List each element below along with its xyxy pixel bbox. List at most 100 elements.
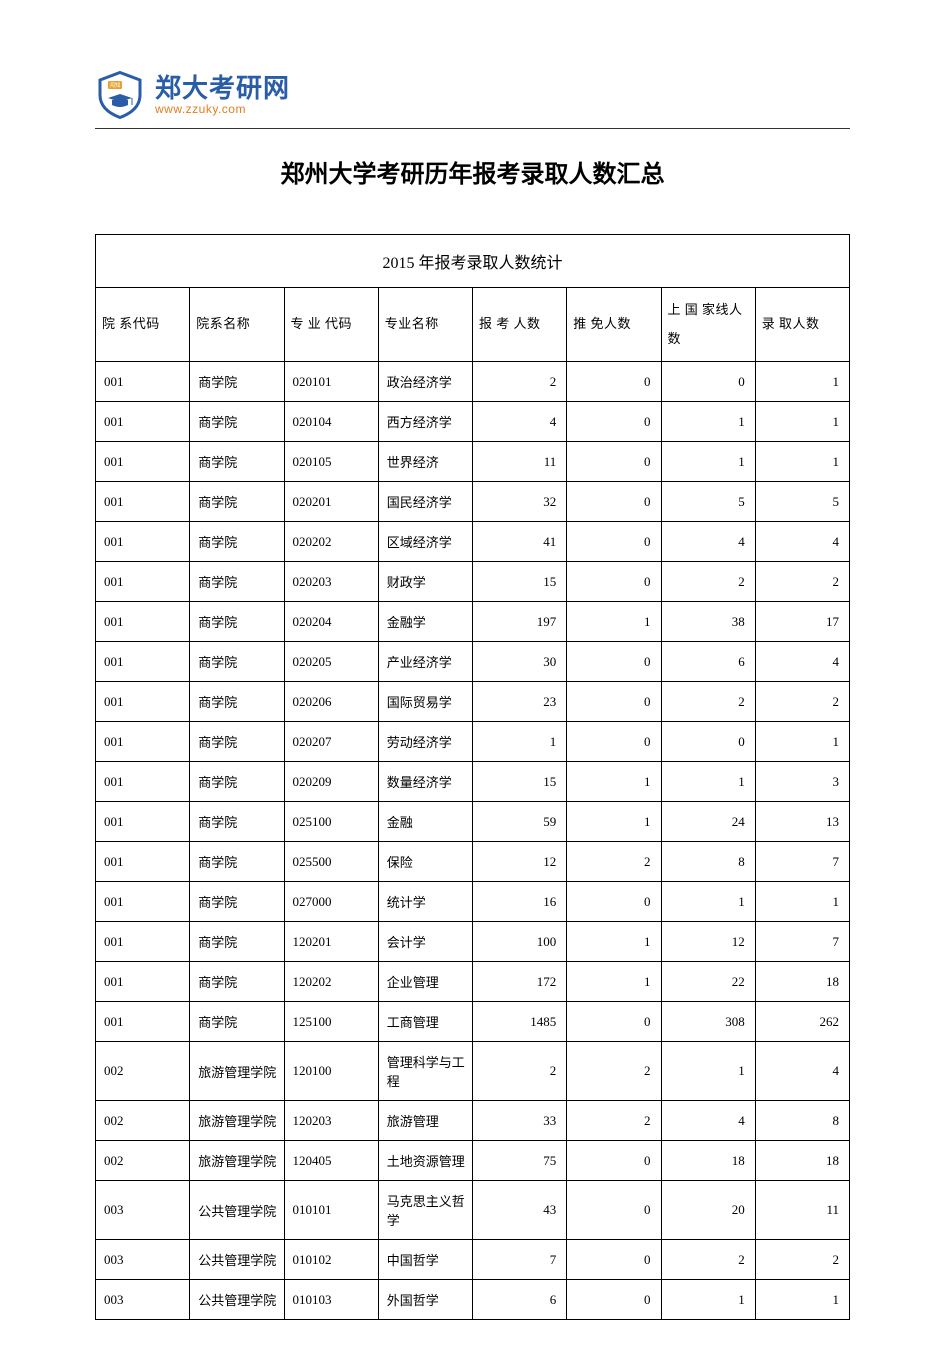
document-page: 鸿知 郑大考研网 www.zzuky.com 郑州大学考研历年报考录取人数汇总 … — [0, 0, 945, 1360]
cell-admitted: 4 — [755, 642, 849, 682]
logo-text-block: 郑大考研网 www.zzuky.com — [155, 74, 290, 117]
cell-admitted: 5 — [755, 482, 849, 522]
cell-admitted: 2 — [755, 682, 849, 722]
cell-major-code: 020104 — [284, 402, 378, 442]
cell-recommended: 0 — [567, 1240, 661, 1280]
col-header-major-name: 专业名称 — [378, 288, 472, 362]
cell-recommended: 0 — [567, 362, 661, 402]
table-row: 001商学院020205产业经济学30064 — [96, 642, 850, 682]
table-header-row: 院 系代码 院系名称 专 业 代码 专业名称 报 考 人数 推 免人数 上 国 … — [96, 288, 850, 362]
cell-admitted: 1 — [755, 722, 849, 762]
cell-national-line: 0 — [661, 362, 755, 402]
cell-recommended: 1 — [567, 762, 661, 802]
cell-major-name: 金融学 — [378, 602, 472, 642]
cell-recommended: 0 — [567, 1280, 661, 1320]
cell-major-code: 020202 — [284, 522, 378, 562]
cell-national-line: 38 — [661, 602, 755, 642]
cell-dept-name: 商学院 — [190, 802, 284, 842]
cell-dept-code: 001 — [96, 882, 190, 922]
cell-dept-name: 商学院 — [190, 842, 284, 882]
cell-national-line: 2 — [661, 562, 755, 602]
cell-major-code: 120201 — [284, 922, 378, 962]
cell-applicants: 2 — [473, 362, 567, 402]
cell-major-name: 劳动经济学 — [378, 722, 472, 762]
cell-major-name: 政治经济学 — [378, 362, 472, 402]
cell-applicants: 16 — [473, 882, 567, 922]
cell-dept-name: 商学院 — [190, 1002, 284, 1042]
cell-applicants: 15 — [473, 762, 567, 802]
table-caption: 2015 年报考录取人数统计 — [96, 235, 850, 288]
cell-dept-code: 003 — [96, 1181, 190, 1240]
cell-dept-code: 001 — [96, 1002, 190, 1042]
cell-dept-code: 002 — [96, 1141, 190, 1181]
cell-major-name: 金融 — [378, 802, 472, 842]
cell-applicants: 1485 — [473, 1002, 567, 1042]
cell-national-line: 20 — [661, 1181, 755, 1240]
table-row: 001商学院125100工商管理14850308262 — [96, 1002, 850, 1042]
cell-national-line: 4 — [661, 1101, 755, 1141]
cell-major-name: 中国哲学 — [378, 1240, 472, 1280]
cell-major-code: 027000 — [284, 882, 378, 922]
col-header-applicants: 报 考 人数 — [473, 288, 567, 362]
table-row: 001商学院020207劳动经济学1001 — [96, 722, 850, 762]
cell-dept-code: 001 — [96, 522, 190, 562]
cell-major-code: 120202 — [284, 962, 378, 1002]
cell-recommended: 0 — [567, 402, 661, 442]
cell-applicants: 197 — [473, 602, 567, 642]
table-row: 001商学院020209数量经济学15113 — [96, 762, 850, 802]
cell-major-code: 020101 — [284, 362, 378, 402]
cell-admitted: 4 — [755, 522, 849, 562]
cell-major-code: 120203 — [284, 1101, 378, 1141]
cell-major-name: 马克思主义哲学 — [378, 1181, 472, 1240]
cell-major-code: 020207 — [284, 722, 378, 762]
cell-admitted: 18 — [755, 1141, 849, 1181]
cell-dept-name: 商学院 — [190, 482, 284, 522]
cell-major-name: 旅游管理 — [378, 1101, 472, 1141]
cell-dept-name: 商学院 — [190, 962, 284, 1002]
cell-dept-code: 001 — [96, 722, 190, 762]
cell-dept-code: 001 — [96, 802, 190, 842]
cell-admitted: 11 — [755, 1181, 849, 1240]
cell-recommended: 0 — [567, 442, 661, 482]
cell-national-line: 5 — [661, 482, 755, 522]
cell-applicants: 15 — [473, 562, 567, 602]
cell-recommended: 0 — [567, 522, 661, 562]
table-row: 001商学院020104西方经济学4011 — [96, 402, 850, 442]
table-row: 001商学院025100金融5912413 — [96, 802, 850, 842]
cell-recommended: 2 — [567, 1042, 661, 1101]
cell-major-name: 数量经济学 — [378, 762, 472, 802]
cell-dept-name: 商学院 — [190, 442, 284, 482]
cell-admitted: 4 — [755, 1042, 849, 1101]
cell-major-code: 020201 — [284, 482, 378, 522]
cell-applicants: 100 — [473, 922, 567, 962]
cell-national-line: 4 — [661, 522, 755, 562]
cell-applicants: 172 — [473, 962, 567, 1002]
cell-major-code: 025500 — [284, 842, 378, 882]
cell-admitted: 1 — [755, 402, 849, 442]
cell-major-code: 125100 — [284, 1002, 378, 1042]
cell-admitted: 1 — [755, 1280, 849, 1320]
cell-applicants: 4 — [473, 402, 567, 442]
cell-recommended: 1 — [567, 602, 661, 642]
cell-applicants: 7 — [473, 1240, 567, 1280]
cell-national-line: 1 — [661, 762, 755, 802]
cell-dept-code: 001 — [96, 642, 190, 682]
table-row: 003公共管理学院010102中国哲学7022 — [96, 1240, 850, 1280]
table-row: 001商学院120201会计学1001127 — [96, 922, 850, 962]
cell-dept-code: 003 — [96, 1280, 190, 1320]
table-row: 001商学院020101政治经济学2001 — [96, 362, 850, 402]
col-header-major-code: 专 业 代码 — [284, 288, 378, 362]
cell-dept-code: 001 — [96, 602, 190, 642]
table-row: 001商学院025500保险12287 — [96, 842, 850, 882]
col-header-national: 上 国 家线人数 — [661, 288, 755, 362]
cell-dept-name: 商学院 — [190, 402, 284, 442]
cell-major-code: 010101 — [284, 1181, 378, 1240]
cell-dept-code: 001 — [96, 762, 190, 802]
cell-dept-name: 商学院 — [190, 922, 284, 962]
cell-applicants: 6 — [473, 1280, 567, 1320]
table-row: 001商学院020206国际贸易学23022 — [96, 682, 850, 722]
cell-national-line: 12 — [661, 922, 755, 962]
cell-recommended: 2 — [567, 842, 661, 882]
logo-title: 郑大考研网 — [155, 74, 290, 103]
cell-dept-code: 001 — [96, 362, 190, 402]
